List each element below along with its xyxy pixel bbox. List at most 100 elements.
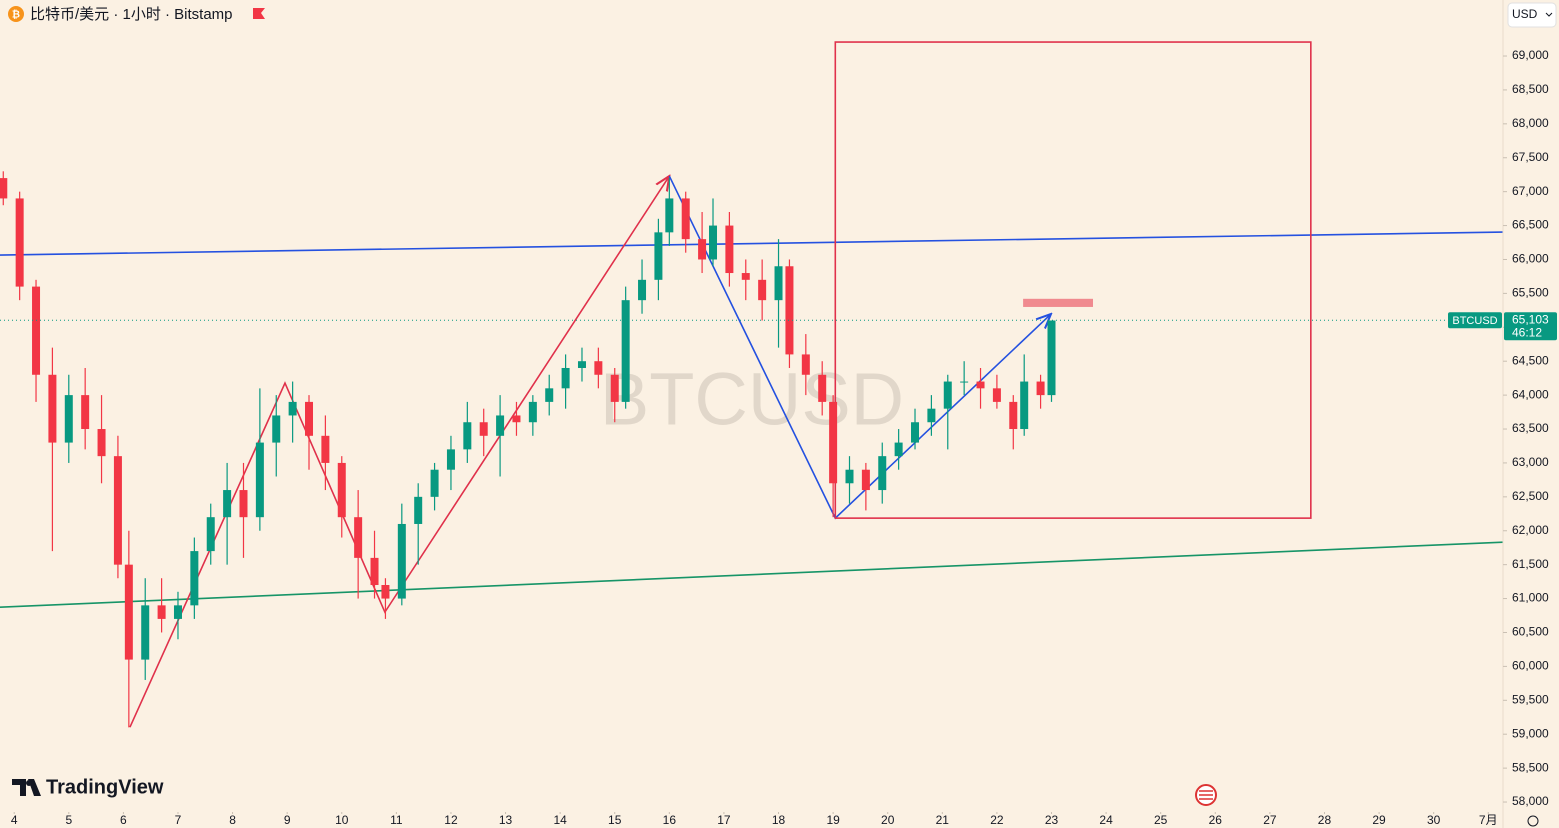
y-tick-label: 68,500 <box>1512 82 1549 96</box>
x-tick-label: 15 <box>608 813 622 827</box>
candle-body <box>97 429 106 457</box>
logo-mark <box>12 779 41 796</box>
x-tick-label: 17 <box>717 813 731 827</box>
currency-caret[interactable] <box>1545 12 1553 17</box>
candle-body <box>15 198 24 287</box>
target-band <box>1023 298 1093 307</box>
y-tick-label: 61,000 <box>1512 591 1549 605</box>
candle-body <box>113 456 122 565</box>
x-tick-label: 26 <box>1209 813 1223 827</box>
candle-body <box>845 469 854 484</box>
last-price-label: 65,103 <box>1512 312 1549 326</box>
candle-body <box>239 490 248 518</box>
x-tick-label: 28 <box>1318 813 1332 827</box>
symbol-tag-bg <box>1448 312 1502 329</box>
candle-body <box>681 198 690 240</box>
candle-body <box>430 469 439 497</box>
candle-body <box>774 266 783 301</box>
x-tick-label: 23 <box>1045 813 1059 827</box>
candle-body <box>960 381 969 383</box>
coin-icon <box>8 6 24 22</box>
candle-body <box>255 442 264 518</box>
trend-line <box>0 541 1504 608</box>
candle-body <box>397 523 406 599</box>
candle-body <box>976 381 985 389</box>
y-tick-label: 69,000 <box>1512 48 1549 62</box>
candle-body <box>354 517 363 558</box>
y-tick-label: 62,000 <box>1512 523 1549 537</box>
currency-label[interactable]: USD <box>1512 7 1538 21</box>
x-tick-label: 6 <box>120 813 127 827</box>
x-tick-label: 25 <box>1154 813 1168 827</box>
candle-body <box>610 374 619 402</box>
candle-body <box>758 279 767 301</box>
y-tick-label: 62,500 <box>1512 489 1549 503</box>
y-tick-label: 63,500 <box>1512 421 1549 435</box>
candle-body <box>654 232 663 280</box>
candle-body <box>911 422 920 443</box>
x-tick-label: 24 <box>1099 813 1113 827</box>
x-tick-label: 8 <box>229 813 236 827</box>
candle-body <box>741 273 750 280</box>
y-tick-label: 59,000 <box>1512 726 1549 740</box>
x-tick-label: 18 <box>772 813 786 827</box>
candle-body <box>638 279 647 301</box>
flag-icon <box>253 8 265 19</box>
y-tick-label: 59,500 <box>1512 692 1549 706</box>
x-tick-label: 11 <box>390 813 403 827</box>
candle-body <box>861 469 870 491</box>
x-tick-label: 13 <box>499 813 513 827</box>
candle-body <box>512 415 521 423</box>
candle-body <box>381 585 390 599</box>
y-tick-label: 58,500 <box>1512 760 1549 774</box>
candle-body <box>894 442 903 457</box>
x-tick-label: 27 <box>1263 813 1277 827</box>
x-tick-label: 7月 <box>1479 813 1498 827</box>
candle-body <box>577 361 586 368</box>
candle-body <box>479 422 488 436</box>
candle-body <box>0 178 8 199</box>
candle-body <box>370 557 379 586</box>
y-tick-label: 65,500 <box>1512 286 1549 300</box>
candle-body <box>173 605 182 619</box>
candle-body <box>288 401 297 416</box>
y-tick-label: 66,000 <box>1512 252 1549 266</box>
countdown-label: 46:12 <box>1512 325 1542 339</box>
candle-body <box>157 605 166 619</box>
candle-body <box>141 605 150 660</box>
x-tick-label: 20 <box>881 813 895 827</box>
candle-body <box>337 462 346 518</box>
candle-body <box>1036 381 1045 396</box>
y-tick-label: 68,000 <box>1512 116 1549 130</box>
y-tick-label: 61,500 <box>1512 557 1549 571</box>
candle-body <box>665 198 674 233</box>
y-tick-label: 63,000 <box>1512 455 1549 469</box>
candle-body <box>206 517 215 552</box>
symbol-title: 比特币/美元 · 1小时 · Bitstamp <box>30 6 233 23</box>
candle-body <box>305 401 314 436</box>
coin-icon-symbol: ₿ <box>12 9 20 21</box>
logo-text: TradingView <box>46 776 164 798</box>
x-tick-label: 5 <box>65 813 72 827</box>
x-tick-label: 30 <box>1427 813 1441 827</box>
y-tick-label: 66,500 <box>1512 218 1549 232</box>
event-icon-stripes[interactable] <box>1199 790 1213 800</box>
candle-body <box>621 300 630 402</box>
x-tick-label: 22 <box>990 813 1004 827</box>
currency-button[interactable] <box>1507 2 1557 28</box>
candle-body <box>785 266 794 355</box>
candle-body <box>414 496 423 524</box>
trend-line <box>0 231 1504 256</box>
candle-body <box>223 490 232 518</box>
candle-body <box>190 551 199 606</box>
y-tick-label: 67,500 <box>1512 150 1549 164</box>
y-tick-label: 67,000 <box>1512 184 1549 198</box>
symbol-tag: BTCUSD <box>1452 315 1497 327</box>
candle-body <box>829 401 838 484</box>
candle-body <box>272 415 281 443</box>
settings-icon[interactable] <box>1527 815 1539 827</box>
candle-body <box>927 408 936 423</box>
x-tick-label: 9 <box>284 813 291 827</box>
